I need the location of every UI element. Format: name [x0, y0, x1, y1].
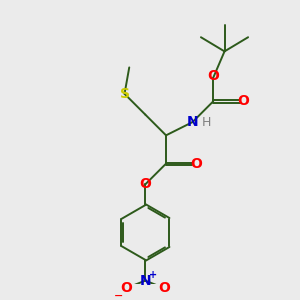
Text: S: S [119, 87, 130, 101]
Text: +: + [149, 270, 157, 280]
Text: N: N [187, 115, 198, 129]
Text: O: O [139, 177, 151, 191]
Text: N: N [140, 274, 151, 288]
Text: O: O [121, 281, 132, 295]
Text: −: − [114, 291, 124, 300]
Text: O: O [237, 94, 249, 108]
Text: O: O [190, 157, 202, 171]
Text: O: O [207, 69, 219, 83]
Text: H: H [202, 116, 211, 129]
Text: O: O [158, 281, 170, 295]
